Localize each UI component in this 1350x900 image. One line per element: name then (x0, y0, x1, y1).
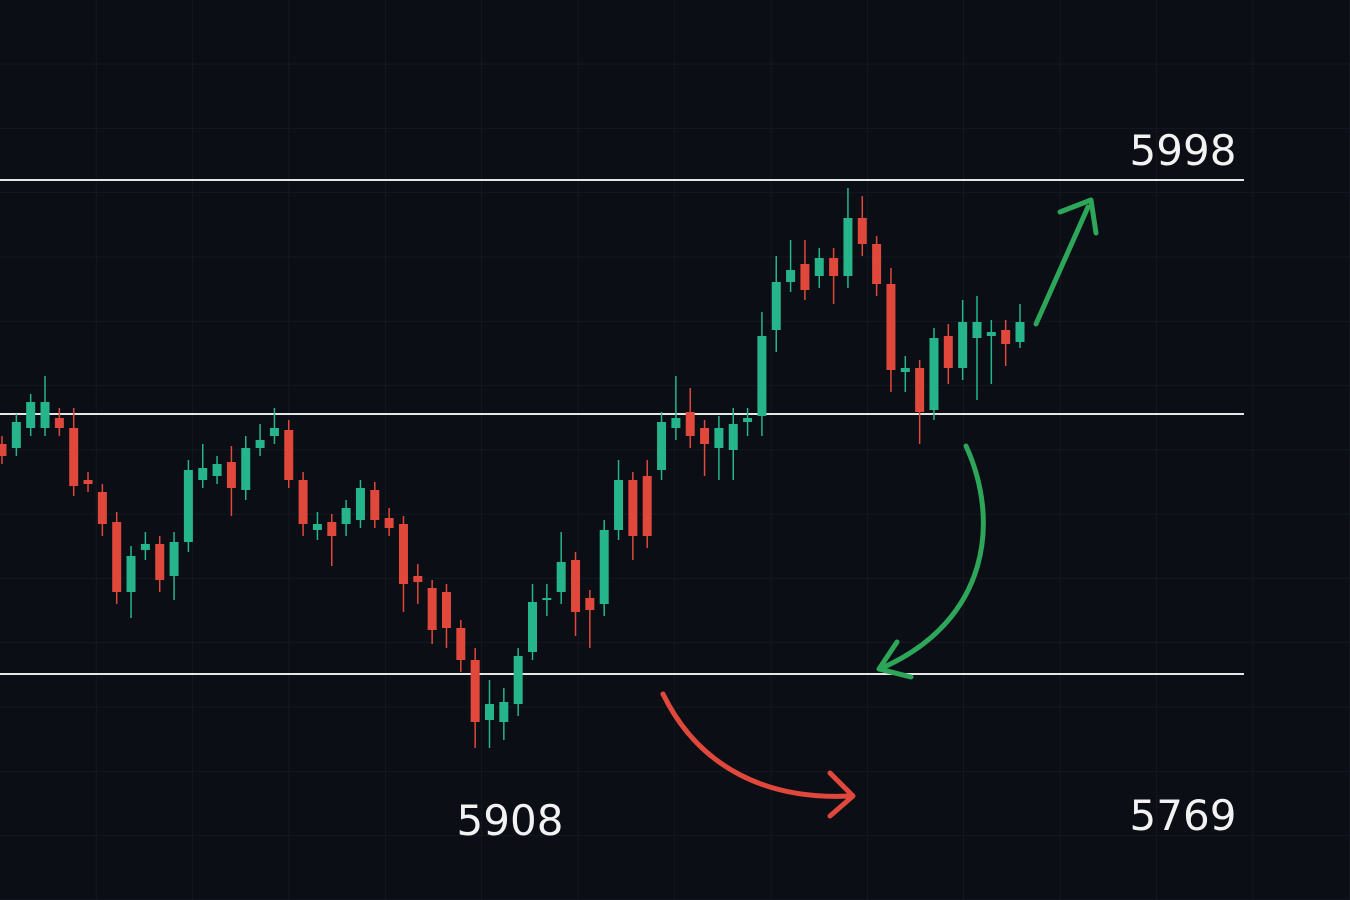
candle-body (255, 440, 265, 448)
candle-body (757, 336, 767, 416)
candle-body (384, 518, 394, 528)
candle-body (900, 368, 910, 372)
candle-body (0, 444, 7, 456)
candle-body (140, 544, 150, 550)
candle-body (728, 424, 738, 450)
candle-body (413, 576, 423, 582)
candle-body (685, 412, 695, 436)
arrows (660, 197, 1099, 819)
candle-body (1001, 330, 1011, 344)
candle-body (155, 544, 165, 580)
candle-body (26, 402, 36, 428)
candle-body (714, 428, 724, 448)
candles (0, 188, 1025, 748)
candle-body (929, 338, 939, 410)
candle-body (241, 448, 251, 490)
candle-body (513, 656, 523, 704)
candle-body (456, 628, 466, 660)
candle-body (198, 468, 208, 480)
candle-body (441, 592, 451, 628)
candle-body (327, 522, 337, 536)
price-label: 5908 (457, 796, 564, 845)
candle-body (341, 508, 351, 524)
candle-body (484, 704, 494, 720)
candle-body (284, 430, 294, 480)
candle-body (1015, 322, 1025, 342)
candle-body (943, 336, 953, 368)
price-label: 5769 (1130, 791, 1237, 840)
candle-body (169, 542, 179, 576)
candle-body (212, 464, 222, 476)
break-arrow-head (827, 770, 856, 819)
candle-body (857, 218, 867, 244)
candle-body (585, 598, 595, 610)
candle-body (972, 322, 982, 338)
level-label: 5998 (1130, 126, 1237, 175)
candle-body (628, 480, 638, 536)
candle-body (11, 422, 21, 448)
candle-body (571, 560, 581, 612)
up-arrow-head (1057, 197, 1099, 236)
down-arrow (879, 443, 986, 671)
candle-body (614, 480, 624, 530)
candle-body (470, 660, 480, 722)
candle-body (40, 402, 50, 428)
candle-body (786, 270, 796, 282)
candle-body (69, 428, 79, 486)
candle-body (771, 282, 781, 330)
candle-body (499, 702, 509, 722)
levels (0, 179, 1244, 675)
candle-body (915, 368, 925, 412)
candle-body (126, 556, 136, 592)
candle-body (355, 488, 365, 520)
candle-body (542, 598, 552, 600)
break-arrow (660, 691, 853, 799)
candle-body (814, 258, 824, 276)
candle-body (671, 418, 681, 428)
candle-body (54, 418, 64, 428)
candle-body (886, 284, 896, 370)
candle-body (800, 264, 810, 290)
candle-body (112, 522, 122, 592)
candle-body (97, 492, 107, 524)
candle-body (642, 476, 652, 536)
up-arrow (1033, 204, 1091, 327)
candle-body (657, 422, 667, 470)
candle-body (743, 418, 753, 422)
candle-body (958, 322, 968, 368)
candle-body (556, 562, 566, 592)
down-arrow-head (876, 639, 914, 680)
candle-body (398, 524, 408, 584)
candle-body (83, 480, 93, 484)
candle-body (986, 332, 996, 336)
candle-body (829, 258, 839, 276)
candle-body (700, 428, 710, 444)
candle-body (528, 602, 538, 652)
candle-body (298, 480, 308, 524)
candle-body (370, 490, 380, 520)
candle-body (843, 218, 853, 276)
candle-body (226, 462, 236, 488)
candle-body (599, 530, 609, 604)
candle-body (183, 470, 193, 542)
candle-body (269, 428, 279, 436)
candle-body (427, 588, 437, 630)
candle-body (312, 524, 322, 530)
candle-body (872, 244, 882, 284)
